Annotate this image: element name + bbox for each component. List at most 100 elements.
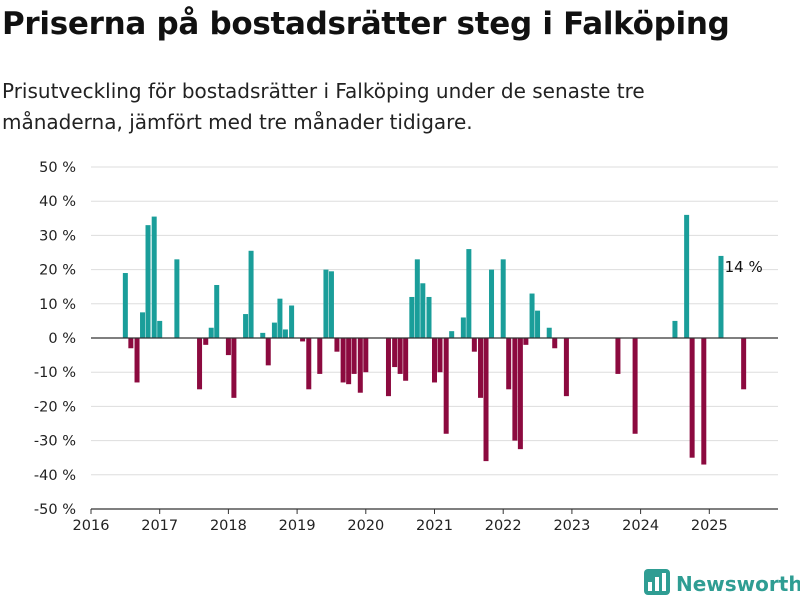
bar: [500, 259, 506, 338]
bar: [277, 298, 283, 338]
bar: [122, 273, 128, 338]
bar: [449, 331, 455, 338]
bar: [197, 338, 203, 390]
bar-chart-logo-icon: [644, 569, 670, 599]
bar: [392, 338, 398, 368]
bar: [420, 283, 426, 338]
bar: [134, 338, 140, 383]
bar: [203, 338, 209, 345]
bar: [340, 338, 346, 383]
bar: [157, 320, 163, 338]
newsworthy-logo: Newsworthy: [644, 569, 800, 599]
bar: [684, 214, 690, 338]
bar: [426, 296, 432, 338]
bar: [306, 338, 312, 390]
bar: [214, 284, 220, 338]
chart-title: Priserna på bostadsrätter steg i Falköpi…: [2, 6, 730, 42]
x-tick-label: 2021: [416, 518, 453, 534]
bar: [243, 314, 249, 338]
bar: [145, 225, 151, 338]
latest-value-label: 14 %: [725, 258, 763, 276]
y-tick-label: -50 %: [34, 502, 76, 518]
bar: [351, 338, 357, 374]
y-tick-label: 50 %: [39, 160, 76, 176]
brand-name: Newsworthy: [676, 572, 800, 596]
bar: [128, 338, 134, 349]
y-tick-label: -20 %: [34, 399, 76, 415]
bar: [432, 338, 437, 383]
bar: [300, 338, 306, 342]
bar: [563, 338, 569, 397]
bar: [317, 338, 323, 374]
bar: [271, 322, 277, 338]
bar: [403, 338, 409, 381]
bar: [363, 338, 369, 373]
y-tick-label: 30 %: [39, 228, 76, 244]
y-tick-label: 0 %: [48, 331, 76, 347]
x-tick-label: 2024: [622, 518, 659, 534]
bar: [328, 271, 334, 338]
bar: [385, 338, 391, 397]
x-tick-label: 2017: [141, 518, 178, 534]
x-tick-label: 2018: [210, 518, 247, 534]
bar: [466, 249, 472, 338]
bar: [506, 338, 512, 390]
x-tick-label: 2022: [485, 518, 522, 534]
bar: [701, 338, 707, 465]
x-tick-label: 2023: [553, 518, 590, 534]
bar: [460, 317, 466, 338]
chart-subtitle: Prisutveckling för bostadsrätter i Falkö…: [2, 79, 645, 134]
x-axis-tick-labels: 2016 2017 2018 2019 2020 2021 2022 2023 2024 2025: [73, 518, 728, 534]
bar: [483, 338, 489, 462]
x-tick-label: 2016: [73, 518, 110, 534]
bar: [414, 259, 420, 338]
x-tick-label: 2025: [691, 518, 728, 534]
y-tick-label: 40 %: [39, 194, 76, 210]
axes: [90, 337, 778, 514]
bar: [409, 296, 415, 338]
bar: [289, 305, 295, 338]
bar: [248, 250, 254, 338]
bar: [535, 310, 541, 338]
y-tick-label: 20 %: [39, 263, 76, 279]
bar: [260, 332, 266, 338]
bar-chart: 50 % 40 % 30 % 20 % 10 % 0 % -10 % -20 % -30 % -4…: [34, 160, 778, 534]
y-axis-tick-labels: 50 % 40 % 30 % 20 % 10 % 0 % -10 % -20 % -30 % -4…: [34, 160, 76, 518]
bar: [397, 338, 403, 374]
bar: [615, 338, 621, 374]
bar: [471, 338, 477, 352]
x-tick-label: 2019: [279, 518, 316, 534]
bar: [346, 338, 352, 385]
y-tick-label: -10 %: [34, 365, 76, 381]
bar: [282, 329, 288, 338]
bar: [225, 338, 231, 356]
bar: [489, 269, 495, 338]
bar: [523, 338, 529, 345]
bar: [517, 338, 523, 450]
y-tick-label: -40 %: [34, 468, 76, 484]
bar: [151, 216, 157, 338]
bar: [741, 338, 747, 390]
bars: [122, 214, 747, 465]
bar: [529, 293, 535, 338]
bar: [443, 338, 449, 434]
bar: [672, 320, 678, 338]
bar: [512, 338, 518, 441]
bar: [718, 255, 724, 338]
bar: [552, 338, 558, 349]
y-tick-label: -30 %: [34, 434, 76, 450]
y-tick-label: 10 %: [39, 297, 76, 313]
annotations: 14 %: [725, 258, 763, 276]
bar: [632, 338, 638, 434]
bar: [140, 312, 146, 338]
x-tick-label: 2020: [347, 518, 384, 534]
bar: [478, 338, 484, 398]
bar: [208, 327, 214, 338]
bar: [231, 338, 237, 398]
bar: [334, 338, 340, 352]
bar: [357, 338, 363, 393]
bar: [546, 327, 552, 338]
bar: [265, 338, 271, 366]
bar: [437, 338, 443, 373]
bar: [174, 259, 180, 338]
